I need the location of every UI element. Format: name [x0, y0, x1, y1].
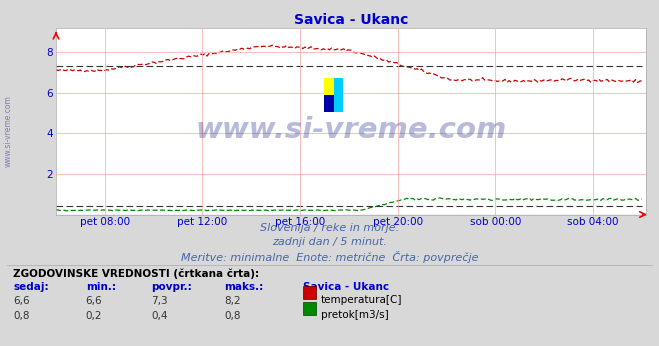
Text: Slovenija / reke in morje.: Slovenija / reke in morje.: [260, 223, 399, 233]
Text: ZGODOVINSKE VREDNOSTI (črtkana črta):: ZGODOVINSKE VREDNOSTI (črtkana črta):: [13, 268, 259, 279]
Text: pretok[m3/s]: pretok[m3/s]: [321, 310, 389, 320]
Text: 6,6: 6,6: [86, 296, 102, 306]
Text: 0,8: 0,8: [13, 311, 30, 321]
Text: zadnji dan / 5 minut.: zadnji dan / 5 minut.: [272, 237, 387, 247]
Bar: [324, 78, 343, 112]
Text: 6,6: 6,6: [13, 296, 30, 306]
Text: 7,3: 7,3: [152, 296, 168, 306]
Title: Savica - Ukanc: Savica - Ukanc: [294, 12, 408, 27]
Text: 8,2: 8,2: [224, 296, 241, 306]
Text: maks.:: maks.:: [224, 282, 264, 292]
Text: sedaj:: sedaj:: [13, 282, 49, 292]
Text: 0,2: 0,2: [86, 311, 102, 321]
Text: Meritve: minimalne  Enote: metrične  Črta: povprečje: Meritve: minimalne Enote: metrične Črta:…: [181, 251, 478, 263]
Text: 0,8: 0,8: [224, 311, 241, 321]
Bar: [334, 78, 343, 112]
Text: www.si-vreme.com: www.si-vreme.com: [3, 95, 13, 167]
Text: temperatura[C]: temperatura[C]: [321, 295, 403, 305]
Text: 0,4: 0,4: [152, 311, 168, 321]
Bar: [324, 95, 334, 112]
Text: www.si-vreme.com: www.si-vreme.com: [195, 117, 507, 144]
Text: Savica - Ukanc: Savica - Ukanc: [303, 282, 389, 292]
Text: povpr.:: povpr.:: [152, 282, 192, 292]
Text: min.:: min.:: [86, 282, 116, 292]
